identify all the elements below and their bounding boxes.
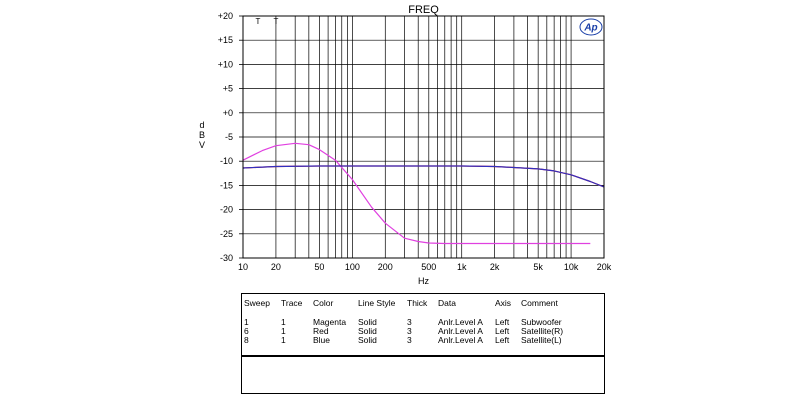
legend-cell: Left [495,317,510,327]
legend-header: Color [313,298,334,308]
y-tick-label: -15 [220,180,233,190]
y-tick-label: +0 [223,108,233,118]
x-tick-label: 20k [597,262,612,272]
y-tick-label: -25 [220,229,233,239]
y-tick-label: -30 [220,253,233,263]
legend-cell: Red [313,326,329,336]
legend-cell: 3 [407,326,412,336]
grid [243,16,604,258]
x-tick-label: 200 [378,262,393,272]
legend-cell: Left [495,335,510,345]
tick-labels: +20 +15 +10 +5 +0 -5 -10 -15 -20 -25 -30 10 20 50 100 2… [218,11,612,272]
ap-logo: Ap [579,18,603,36]
legend-cell: Solid [358,335,377,345]
series-lines [242,142,605,245]
x-tick-label: 10k [564,262,579,272]
cursor-mark: T [274,17,279,26]
legend-cell: 1 [244,317,249,327]
x-tick-label: 50 [314,262,324,272]
legend-cell: Solid [358,317,377,327]
x-tick-label: 20 [271,262,281,272]
legend-cell: 1 [281,317,286,327]
legend-cell: 1 [281,326,286,336]
legend-cell: Anlr.Level A [438,335,483,345]
legend-header: Sweep [244,298,270,308]
legend-cell: Satellite(L) [521,335,562,345]
x-axis-label: Hz [418,276,429,286]
x-tick-label: 1k [457,262,467,272]
series-line-1 [242,142,591,245]
legend-cell: Anlr.Level A [438,317,483,327]
legend-cell: 8 [244,335,249,345]
legend-header: Line Style [358,298,396,308]
x-tick-label: 500 [421,262,436,272]
y-tick-label: +20 [218,11,233,21]
legend-header: Data [438,298,456,308]
x-tick-label: 2k [490,262,500,272]
legend-cell: Satellite(R) [521,326,564,336]
legend-cell: Left [495,326,510,336]
legend-header: Trace [281,298,303,308]
legend-cell: Subwoofer [521,317,562,327]
legend-cell: 1 [281,335,286,345]
svg-text:Ap: Ap [583,23,597,34]
series-line-3 [242,165,605,188]
y-tick-label: +5 [223,84,233,94]
y-tick-label: -5 [225,132,233,142]
y-tick-label: +10 [218,59,233,69]
legend-cell: 6 [244,326,249,336]
legend-cell: 3 [407,335,412,345]
legend-cell: 3 [407,317,412,327]
chart-title: FREQ [408,4,439,16]
legend-cell: Magenta [313,317,347,327]
cursor-mark: T [256,17,261,26]
series-line-2 [242,165,605,188]
x-tick-label: 100 [345,262,360,272]
y-tick-label: -10 [220,156,233,166]
legend-cell: Solid [358,326,377,336]
y-tick-label: +15 [218,35,233,45]
legend-table: Sweep Trace Color Line Style Thick Data Axis Co… [241,293,605,394]
legend-header: Thick [407,298,428,308]
legend-header: Comment [521,298,558,308]
legend-divider [242,355,604,357]
x-tick-label: 5k [533,262,543,272]
x-tick-label: 10 [238,262,248,272]
y-tick-label: -20 [220,205,233,215]
legend-cell: Blue [313,335,331,345]
legend-header: Axis [495,298,512,308]
legend-cell: Anlr.Level A [438,326,483,336]
